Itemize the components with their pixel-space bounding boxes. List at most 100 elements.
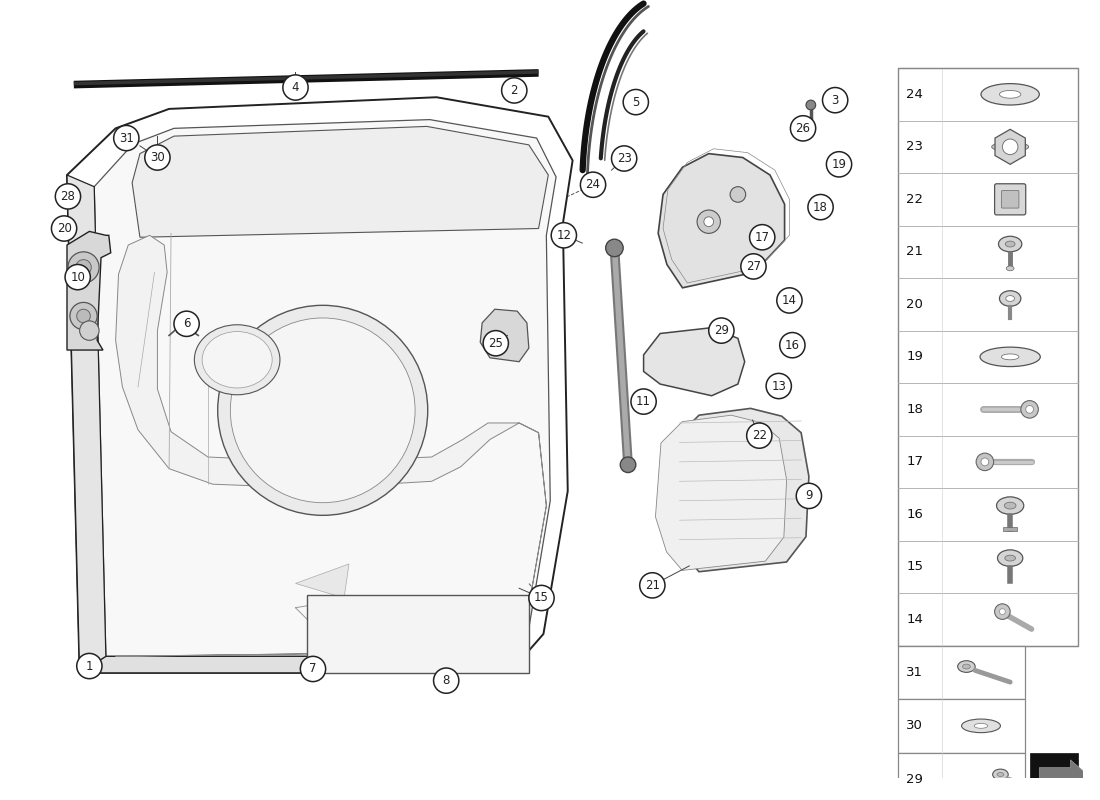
Text: 26: 26 [795, 122, 811, 135]
Circle shape [1000, 609, 1005, 614]
Text: 31: 31 [906, 666, 923, 679]
Ellipse shape [961, 719, 1000, 733]
Text: 1: 1 [86, 659, 94, 673]
Text: 28: 28 [60, 190, 76, 203]
Ellipse shape [997, 773, 1004, 777]
Circle shape [230, 318, 415, 502]
Text: 12: 12 [557, 229, 571, 242]
Bar [899, 646, 1025, 699]
Text: 30: 30 [906, 719, 923, 732]
Text: 22: 22 [906, 193, 923, 206]
Circle shape [981, 458, 989, 466]
Circle shape [826, 152, 851, 177]
Ellipse shape [1000, 90, 1021, 98]
Text: 25: 25 [488, 337, 503, 350]
Text: 15: 15 [906, 560, 923, 574]
Ellipse shape [1005, 295, 1014, 302]
Polygon shape [644, 328, 745, 396]
Polygon shape [79, 656, 509, 673]
Text: 29: 29 [714, 324, 729, 337]
Circle shape [79, 321, 99, 340]
Ellipse shape [980, 347, 1041, 366]
Circle shape [55, 184, 80, 209]
Circle shape [740, 254, 766, 279]
Circle shape [529, 586, 554, 610]
Ellipse shape [1000, 290, 1021, 306]
Ellipse shape [998, 550, 1023, 566]
Text: 17: 17 [755, 230, 770, 244]
Ellipse shape [999, 236, 1022, 252]
Text: 20: 20 [56, 222, 72, 235]
Ellipse shape [1004, 555, 1015, 561]
Text: 15: 15 [535, 591, 549, 605]
Circle shape [300, 656, 326, 682]
Polygon shape [67, 175, 106, 673]
Ellipse shape [962, 664, 970, 669]
Bar [899, 699, 1025, 753]
Text: 3: 3 [832, 94, 839, 106]
Text: 30: 30 [150, 151, 165, 164]
Text: 31: 31 [119, 131, 134, 145]
Text: 16: 16 [906, 508, 923, 521]
Bar [1003, 527, 1018, 531]
Text: 2: 2 [510, 84, 518, 97]
Text: 7: 7 [309, 662, 317, 675]
Text: 19: 19 [832, 158, 847, 171]
Text: 837 02: 837 02 [1025, 789, 1084, 800]
Text: 5: 5 [632, 95, 639, 109]
Bar [307, 595, 529, 673]
Circle shape [796, 483, 822, 509]
Circle shape [791, 116, 816, 141]
Circle shape [777, 288, 802, 313]
Circle shape [179, 318, 188, 328]
Polygon shape [996, 130, 1025, 164]
Bar [899, 68, 1078, 646]
Text: 9: 9 [805, 490, 813, 502]
Text: 18: 18 [906, 403, 923, 416]
Ellipse shape [975, 723, 988, 728]
Circle shape [176, 315, 191, 330]
Text: 23: 23 [906, 140, 923, 154]
Polygon shape [132, 126, 548, 238]
Text: S: S [214, 195, 415, 466]
Polygon shape [671, 408, 808, 572]
Circle shape [606, 239, 624, 257]
Circle shape [624, 90, 649, 114]
FancyBboxPatch shape [994, 184, 1025, 215]
Bar [1030, 753, 1078, 800]
Text: 19: 19 [906, 350, 923, 363]
Text: 11: 11 [636, 395, 651, 408]
Circle shape [68, 252, 99, 283]
Circle shape [823, 87, 848, 113]
Circle shape [65, 265, 90, 290]
Circle shape [76, 260, 91, 275]
Circle shape [561, 225, 574, 238]
Circle shape [145, 145, 170, 170]
Text: a passion for parts: a passion for parts [255, 535, 510, 642]
Text: 10: 10 [70, 270, 85, 284]
Text: 27: 27 [746, 260, 761, 273]
Circle shape [433, 668, 459, 694]
Circle shape [174, 311, 199, 337]
Circle shape [283, 75, 308, 100]
Circle shape [994, 604, 1010, 619]
Circle shape [1025, 406, 1034, 414]
Text: 29: 29 [906, 773, 923, 786]
Ellipse shape [195, 325, 279, 394]
Circle shape [976, 453, 993, 470]
Circle shape [749, 225, 774, 250]
Ellipse shape [981, 84, 1040, 105]
Circle shape [581, 172, 606, 198]
Polygon shape [67, 98, 573, 673]
Text: 24: 24 [585, 178, 601, 191]
Circle shape [70, 302, 97, 330]
Polygon shape [67, 231, 111, 350]
Polygon shape [481, 310, 529, 362]
Polygon shape [296, 564, 349, 598]
Ellipse shape [958, 661, 976, 672]
Polygon shape [95, 119, 557, 656]
Ellipse shape [1001, 354, 1019, 360]
Circle shape [612, 146, 637, 171]
Circle shape [697, 210, 720, 234]
Circle shape [704, 217, 714, 226]
